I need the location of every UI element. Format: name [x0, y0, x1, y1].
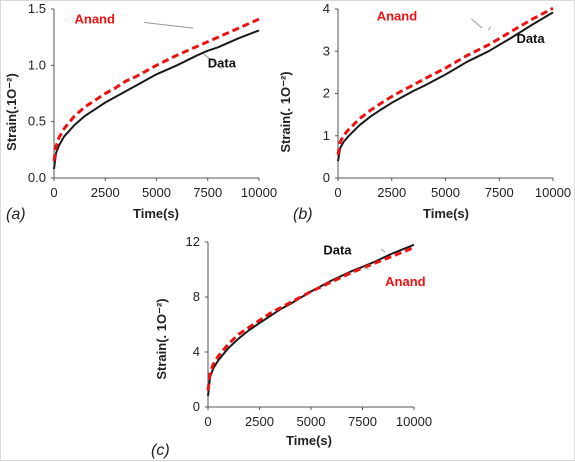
x-tick-label: 2500 — [91, 185, 120, 200]
x-axis-title: Time(s) — [423, 206, 469, 221]
y-tick-label: 12 — [186, 234, 200, 249]
x-tick-label: 2500 — [245, 414, 274, 429]
y-axis-title: Strain(. 1O⁻²) — [278, 71, 293, 152]
x-tick-label: 5000 — [297, 414, 326, 429]
annotation-leader-line — [364, 266, 369, 270]
x-tick-label: 5000 — [142, 185, 171, 200]
anand-annotation: Anand — [385, 274, 426, 289]
y-tick-label: 0 — [193, 399, 200, 414]
x-tick-label: 0 — [50, 185, 57, 200]
annotation-leader-line — [380, 248, 386, 253]
panel-label: (a) — [6, 206, 26, 223]
data-series-line — [53, 29, 260, 170]
x-axis-title: Time(s) — [286, 433, 332, 448]
panel-label: (b) — [293, 206, 313, 223]
anand-series-line — [52, 17, 260, 162]
y-tick-label: 3 — [323, 43, 330, 58]
data-annotation: Data — [208, 56, 237, 71]
x-tick-label: 0 — [204, 414, 211, 429]
annotation-leader-line — [488, 26, 492, 31]
anand-annotation: Anand — [377, 8, 418, 23]
anand-series-line — [336, 6, 554, 156]
y-axis-title: Strain(.1O⁻²) — [4, 73, 19, 151]
panel-label: (c) — [151, 442, 170, 459]
chart-panel-b: 0 1 2 3 4 0 2500 5000 7500 10000 Time(s) Strain(. 1… — [278, 1, 571, 223]
x-tick-label: 5000 — [431, 185, 460, 200]
x-tick-label: 0 — [334, 185, 341, 200]
chart-panel-c: 0 4 8 12 0 2500 5000 7500 10000 Time(s) Strain(. 1… — [151, 234, 432, 459]
y-tick-label: 0.0 — [28, 170, 46, 185]
annotation-leader-line — [470, 18, 483, 29]
data-annotation: Data — [323, 242, 352, 257]
x-tick-label: 10000 — [535, 185, 571, 200]
x-tick-label: 7500 — [348, 414, 377, 429]
x-tick-label: 10000 — [396, 414, 432, 429]
y-tick-label: 1.5 — [28, 1, 46, 16]
data-annotation: Data — [516, 31, 545, 46]
y-tick-label: 4 — [323, 1, 330, 16]
chart-panel-a: 0.0 0.5 1.0 1.5 0 2500 5000 7500 10000 Time(s) Str… — [4, 1, 277, 223]
anand-annotation: Anand — [75, 12, 116, 27]
y-axis-title: Strain(. 1O⁻²) — [154, 298, 169, 379]
y-tick-label: 0.5 — [28, 114, 46, 129]
annotation-leader-line — [203, 53, 223, 70]
data-series-line — [337, 11, 554, 162]
y-tick-label: 8 — [193, 289, 200, 304]
x-tick-label: 2500 — [377, 185, 406, 200]
data-series-line — [207, 243, 415, 397]
y-tick-label: 1.0 — [28, 57, 46, 72]
x-axis-title: Time(s) — [133, 206, 179, 221]
y-tick-label: 0 — [323, 170, 330, 185]
x-tick-label: 7500 — [485, 185, 514, 200]
anand-series-line — [206, 246, 415, 391]
y-tick-label: 2 — [323, 86, 330, 101]
x-tick-label: 7500 — [193, 185, 222, 200]
annotation-leader-line — [144, 22, 194, 29]
y-tick-label: 4 — [193, 344, 200, 359]
x-tick-label: 10000 — [241, 185, 277, 200]
y-tick-label: 1 — [323, 128, 330, 143]
